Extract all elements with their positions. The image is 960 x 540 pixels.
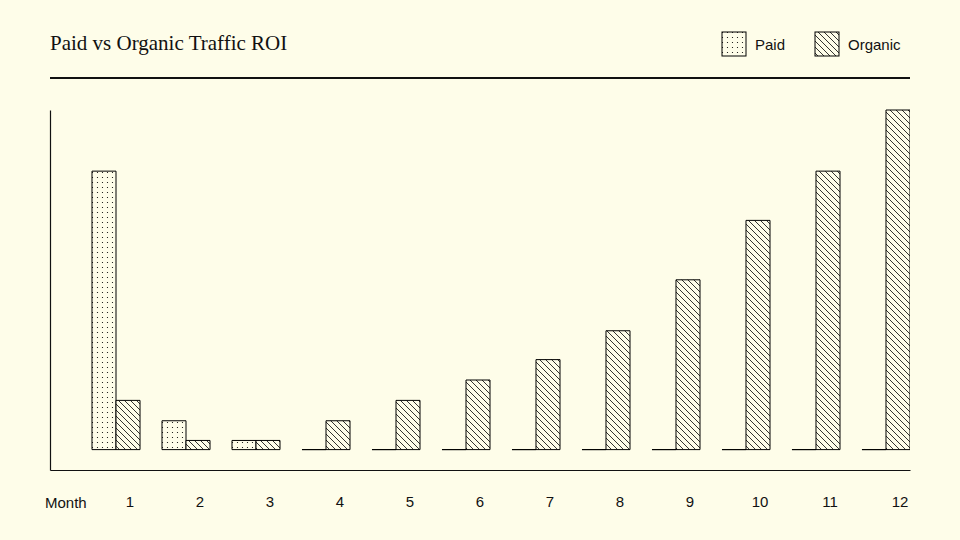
bar	[256, 440, 280, 449]
legend-swatch	[815, 32, 839, 56]
bar	[886, 110, 910, 450]
bar	[652, 449, 676, 450]
bar	[582, 449, 606, 450]
header-rule	[50, 77, 910, 79]
x-tick: 1	[116, 470, 134, 510]
x-tick-label: 7	[546, 493, 554, 510]
bar	[676, 280, 700, 450]
bar	[396, 400, 420, 449]
bar	[116, 400, 140, 449]
legend-label: Organic	[848, 36, 901, 53]
x-tick: 4	[326, 470, 344, 510]
title: Paid vs Organic Traffic ROI	[50, 31, 287, 55]
x-tick: 6	[466, 470, 484, 510]
background	[0, 0, 960, 540]
bar	[512, 449, 536, 450]
x-tick-label: 9	[686, 493, 694, 510]
x-tick-label: 4	[336, 493, 344, 510]
chart: Paid vs Organic Traffic ROIPaidOrganic12…	[0, 0, 960, 540]
bar	[466, 380, 490, 450]
bar	[186, 440, 210, 449]
y-axis-line	[50, 111, 51, 471]
legend: Paid Organic	[722, 32, 901, 56]
x-tick-label: 6	[476, 493, 484, 510]
x-tick-label: 2	[196, 493, 204, 510]
x-axis-line	[51, 470, 911, 471]
x-tick: 10	[746, 470, 768, 510]
bar	[862, 449, 886, 450]
bar	[746, 220, 770, 449]
x-tick: 5	[396, 470, 414, 510]
x-tick-label: 8	[616, 493, 624, 510]
bar	[372, 449, 396, 450]
bar	[302, 449, 326, 450]
bar	[606, 331, 630, 450]
x-tick: 8	[606, 470, 624, 510]
legend-swatch	[722, 32, 746, 56]
x-tick-label: 1	[126, 493, 134, 510]
x-axis: 123456789101112	[51, 470, 911, 510]
y-axis	[50, 111, 51, 471]
x-tick-label: 3	[266, 493, 274, 510]
bar	[536, 360, 560, 450]
x-tick: 9	[676, 470, 694, 510]
bar	[722, 449, 746, 450]
x-tick: 11	[816, 470, 838, 510]
x-tick-label: 5	[406, 493, 414, 510]
bar	[232, 440, 256, 449]
bar	[326, 421, 350, 450]
x-axis-title: Month	[45, 494, 87, 511]
x-tick: 12	[886, 470, 908, 510]
bar	[816, 171, 840, 449]
legend-label: Paid	[755, 36, 785, 53]
x-tick: 2	[186, 470, 204, 510]
x-tick: 7	[536, 470, 554, 510]
x-tick: 3	[256, 470, 274, 510]
x-tick-label: 10	[752, 493, 769, 510]
bar	[792, 449, 816, 450]
x-tick-label: 12	[892, 493, 909, 510]
x-tick-label: 11	[822, 493, 838, 510]
bar	[92, 171, 116, 449]
bar	[442, 449, 466, 450]
plot-area	[92, 110, 910, 450]
bar	[162, 421, 186, 450]
